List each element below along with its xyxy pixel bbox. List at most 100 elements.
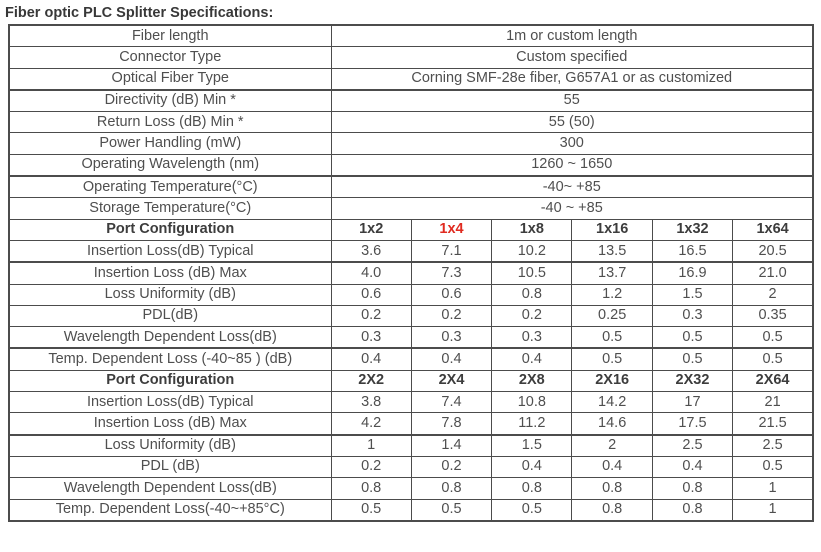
- param-label: PDL (dB): [8, 455, 332, 479]
- param-value: 16.9: [651, 261, 734, 285]
- param-value: 7.4: [410, 391, 493, 414]
- table-row: Wavelength Dependent Loss(dB) 0.3 0.3 0.…: [8, 326, 814, 349]
- spec-table: Fiber length 1m or custom length Connect…: [8, 24, 814, 522]
- param-value: 0.5: [571, 326, 653, 349]
- col-header-2x32: 2X32: [651, 369, 734, 393]
- spec-value: 55 (50): [330, 111, 814, 134]
- table-row: Insertion Loss (dB) Max 4.2 7.8 11.2 14.…: [8, 412, 814, 436]
- param-value: 0.2: [330, 304, 412, 328]
- param-value: 2.5: [732, 433, 814, 457]
- param-value: 0.5: [410, 498, 493, 522]
- param-value: 1.2: [571, 283, 653, 306]
- param-value: 2: [571, 433, 653, 457]
- col-header-1x2: 1x2: [330, 218, 412, 241]
- param-label: Wavelength Dependent Loss(dB): [8, 477, 332, 500]
- param-value: 4.2: [330, 412, 412, 436]
- spec-value: 300: [330, 132, 814, 155]
- param-value: 1.5: [491, 433, 573, 457]
- param-value: 0.4: [491, 347, 573, 371]
- param-value: 0.25: [571, 304, 653, 328]
- spec-label: Connector Type: [8, 46, 332, 69]
- param-value: 0.3: [491, 326, 573, 349]
- param-value: 0.8: [651, 477, 734, 500]
- param-label: Wavelength Dependent Loss(dB): [8, 326, 332, 349]
- table-row: PDL (dB) 0.2 0.2 0.4 0.4 0.4 0.5: [8, 455, 814, 479]
- param-label: Insertion Loss (dB) Max: [8, 261, 332, 285]
- param-value: 7.8: [410, 412, 493, 436]
- table-row: Return Loss (dB) Min * 55 (50): [8, 111, 814, 134]
- param-value: 20.5: [732, 239, 814, 263]
- table-row: Temp. Dependent Loss (-40~85 ) (dB) 0.4 …: [8, 347, 814, 371]
- table-row: Connector Type Custom specified: [8, 46, 814, 69]
- spec-label: Fiber length: [8, 24, 332, 48]
- param-value: 0.8: [571, 477, 653, 500]
- spec-value: 1260 ~ 1650: [330, 153, 814, 177]
- col-header-2x8: 2X8: [491, 369, 573, 393]
- param-value: 0.5: [732, 326, 814, 349]
- table-row: Optical Fiber Type Corning SMF-28e fiber…: [8, 67, 814, 91]
- param-value: 21.0: [732, 261, 814, 285]
- spec-value: 1m or custom length: [330, 24, 814, 48]
- spec-label: Power Handling (mW): [8, 132, 332, 155]
- param-value: 1: [732, 477, 814, 500]
- param-value: 1: [330, 433, 412, 457]
- table-row: Temp. Dependent Loss(-40~+85°C) 0.5 0.5 …: [8, 498, 814, 522]
- table-row: Loss Uniformity (dB) 0.6 0.6 0.8 1.2 1.5…: [8, 283, 814, 306]
- param-label: Temp. Dependent Loss (-40~85 ) (dB): [8, 347, 332, 371]
- param-value: 7.1: [410, 239, 493, 263]
- param-value: 1.5: [651, 283, 734, 306]
- table-row: Insertion Loss (dB) Max 4.0 7.3 10.5 13.…: [8, 261, 814, 285]
- param-value: 0.5: [330, 498, 412, 522]
- param-value: 4.0: [330, 261, 412, 285]
- param-value: 1: [732, 498, 814, 522]
- col-header-2x64: 2X64: [732, 369, 814, 393]
- param-value: 0.8: [410, 477, 493, 500]
- param-label: Insertion Loss (dB) Max: [8, 412, 332, 436]
- table-row: Storage Temperature(°C) -40 ~ +85: [8, 197, 814, 220]
- param-label: Loss Uniformity (dB): [8, 283, 332, 306]
- spec-value: Custom specified: [330, 46, 814, 69]
- spec-value: Corning SMF-28e fiber, G657A1 or as cust…: [330, 67, 814, 91]
- param-value: 0.3: [330, 326, 412, 349]
- spec-label: Optical Fiber Type: [8, 67, 332, 91]
- col-header-2x2: 2X2: [330, 369, 412, 393]
- param-value: 14.2: [571, 391, 653, 414]
- table-row: Fiber length 1m or custom length: [8, 24, 814, 48]
- param-label: Insertion Loss(dB) Typical: [8, 391, 332, 414]
- param-value: 0.6: [330, 283, 412, 306]
- table-row: Insertion Loss(dB) Typical 3.8 7.4 10.8 …: [8, 391, 814, 414]
- param-value: 16.5: [651, 239, 734, 263]
- table-row: Wavelength Dependent Loss(dB) 0.8 0.8 0.…: [8, 477, 814, 500]
- param-value: 1.4: [410, 433, 493, 457]
- param-value: 0.3: [410, 326, 493, 349]
- param-value: 0.6: [410, 283, 493, 306]
- param-value: 0.8: [491, 283, 573, 306]
- param-value: 0.5: [571, 347, 653, 371]
- param-value: 10.5: [491, 261, 573, 285]
- param-value: 2: [732, 283, 814, 306]
- table-row: Power Handling (mW) 300: [8, 132, 814, 155]
- port-config-header-row-2x: Port Configuration 2X2 2X4 2X8 2X16 2X32…: [8, 369, 814, 393]
- param-value: 0.2: [491, 304, 573, 328]
- spec-label: Operating Wavelength (nm): [8, 153, 332, 177]
- spec-label: Operating Temperature(°C): [8, 175, 332, 199]
- param-value: 10.2: [491, 239, 573, 263]
- col-header-1x32: 1x32: [651, 218, 734, 241]
- col-header-1x64: 1x64: [732, 218, 814, 241]
- page-title: Fiber optic PLC Splitter Specifications:: [5, 5, 274, 21]
- param-value: 0.5: [732, 347, 814, 371]
- port-config-title: Port Configuration: [8, 369, 332, 393]
- spec-label: Storage Temperature(°C): [8, 197, 332, 220]
- spec-label: Directivity (dB) Min *: [8, 88, 332, 113]
- param-value: 14.6: [571, 412, 653, 436]
- param-value: 0.8: [571, 498, 653, 522]
- param-value: 0.3: [651, 304, 734, 328]
- param-value: 0.8: [330, 477, 412, 500]
- col-header-2x4: 2X4: [410, 369, 493, 393]
- param-label: PDL(dB): [8, 304, 332, 328]
- param-value: 2.5: [651, 433, 734, 457]
- col-header-2x16: 2X16: [571, 369, 653, 393]
- param-value: 0.5: [491, 498, 573, 522]
- param-value: 11.2: [491, 412, 573, 436]
- param-value: 21: [732, 391, 814, 414]
